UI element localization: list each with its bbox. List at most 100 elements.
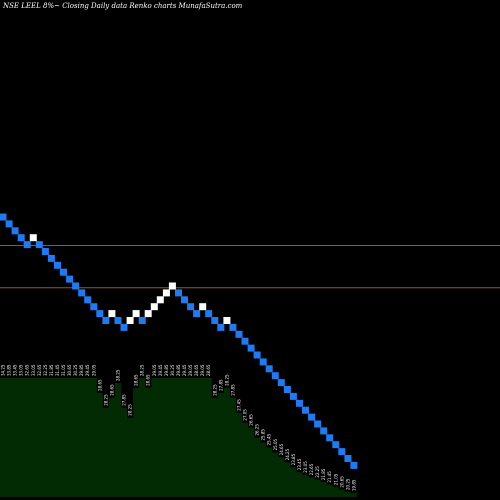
brick-value-label: 20.25 <box>345 478 350 490</box>
renko-brick <box>90 303 98 311</box>
brick-value-label: 26.65 <box>249 414 254 426</box>
brick-value-label: 28.25 <box>224 374 229 386</box>
brick-value-label: 28.25 <box>103 394 108 406</box>
renko-brick <box>259 358 267 366</box>
renko-brick <box>78 289 86 297</box>
brick-value-label: 20.65 <box>339 476 344 488</box>
brick-value-label: 29.45 <box>158 364 163 376</box>
brick-value-label: 29.45 <box>85 364 90 376</box>
brick-value-label: 30.25 <box>73 364 78 376</box>
brick-value-label: 30.25 <box>170 364 175 376</box>
renko-brick <box>302 406 309 414</box>
renko-brick <box>29 234 37 242</box>
renko-brick <box>156 296 164 304</box>
brick-value-label: 27.85 <box>230 384 235 396</box>
renko-brick <box>96 310 104 318</box>
renko-brick <box>120 323 128 331</box>
brick-value-label: 29.05 <box>188 364 193 376</box>
renko-brick <box>187 303 195 311</box>
renko-brick <box>296 399 303 407</box>
brick-value-label: 33.05 <box>19 364 24 376</box>
brick-value-label: 32.25 <box>43 364 48 376</box>
renko-brick <box>332 441 340 449</box>
brick-value-label: 23.85 <box>291 453 296 465</box>
renko-brick <box>126 317 134 324</box>
renko-brick <box>11 227 19 235</box>
renko-brick <box>229 323 237 331</box>
renko-brick <box>102 317 110 324</box>
renko-brick <box>168 282 176 290</box>
reference-lines-group <box>0 245 500 289</box>
renko-brick <box>41 248 49 255</box>
renko-brick <box>247 344 255 352</box>
renko-brick <box>150 303 158 311</box>
renko-brick <box>344 455 352 462</box>
renko-brick <box>217 323 225 331</box>
renko-brick <box>235 330 243 338</box>
brick-value-label: 22.25 <box>315 466 320 478</box>
brick-value-label: 22.65 <box>309 463 314 475</box>
renko-brick <box>223 317 231 324</box>
renko-brick <box>199 303 207 311</box>
brick-value-label: 28.25 <box>212 384 217 396</box>
renko-brick <box>271 372 279 380</box>
bricks-group <box>0 213 358 469</box>
renko-brick <box>47 254 55 262</box>
brick-value-label: 19.85 <box>351 479 356 491</box>
volume-area <box>0 378 357 497</box>
renko-brick <box>138 317 146 324</box>
brick-value-label: 29.85 <box>79 364 84 376</box>
volume-area-group <box>0 378 357 497</box>
brick-value-label: 28.65 <box>97 379 102 391</box>
brick-value-label: 28.65 <box>146 374 151 386</box>
brick-value-label: 33.85 <box>7 364 12 376</box>
renko-brick <box>277 379 285 387</box>
renko-brick <box>211 317 219 324</box>
renko-brick <box>289 392 297 400</box>
brick-value-label: 28.25 <box>140 364 145 376</box>
value-labels-group: 34.25 33.85 33.45 33.05 32.65 33.05 32.65 32.25… <box>1 364 357 491</box>
renko-brick <box>326 434 334 442</box>
renko-brick <box>0 213 7 221</box>
brick-value-label: 26.25 <box>255 424 260 436</box>
brick-value-label: 23.05 <box>303 461 308 473</box>
brick-value-label: 30.65 <box>67 364 72 376</box>
renko-brick <box>72 282 80 290</box>
renko-brick <box>54 261 61 269</box>
renko-brick <box>84 296 92 304</box>
brick-value-label: 31.45 <box>55 364 60 376</box>
brick-value-label: 25.85 <box>261 429 266 441</box>
renko-brick <box>265 365 273 373</box>
renko-brick <box>108 310 116 318</box>
brick-value-label: 28.25 <box>116 369 121 381</box>
brick-value-label: 31.85 <box>49 364 54 376</box>
renko-brick <box>5 220 13 228</box>
renko-brick <box>144 310 152 318</box>
brick-value-label: 29.05 <box>91 364 96 376</box>
renko-brick <box>320 427 328 435</box>
brick-value-label: 29.85 <box>176 364 181 376</box>
brick-value-label: 31.05 <box>61 364 66 376</box>
brick-value-label: 28.65 <box>206 364 211 376</box>
renko-brick <box>17 234 25 242</box>
renko-brick <box>338 448 346 456</box>
brick-value-label: 21.45 <box>327 471 332 483</box>
renko-brick <box>283 386 291 393</box>
renko-brick <box>205 310 213 318</box>
brick-value-label: 28.25 <box>128 404 133 416</box>
brick-value-label: 21.85 <box>321 468 326 480</box>
brick-value-label: 21.05 <box>333 473 338 485</box>
brick-value-label: 29.45 <box>182 364 187 376</box>
renko-brick <box>314 420 322 428</box>
renko-brick <box>60 268 67 276</box>
brick-value-label: 23.45 <box>297 458 302 470</box>
brick-value-label: 24.65 <box>279 443 284 455</box>
brick-value-label: 25.45 <box>267 433 272 445</box>
brick-value-label: 33.45 <box>13 364 18 376</box>
brick-value-label: 27.85 <box>218 379 223 391</box>
renko-brick <box>35 241 43 249</box>
brick-value-label: 33.05 <box>31 364 36 376</box>
brick-value-label: 34.25 <box>1 364 6 376</box>
